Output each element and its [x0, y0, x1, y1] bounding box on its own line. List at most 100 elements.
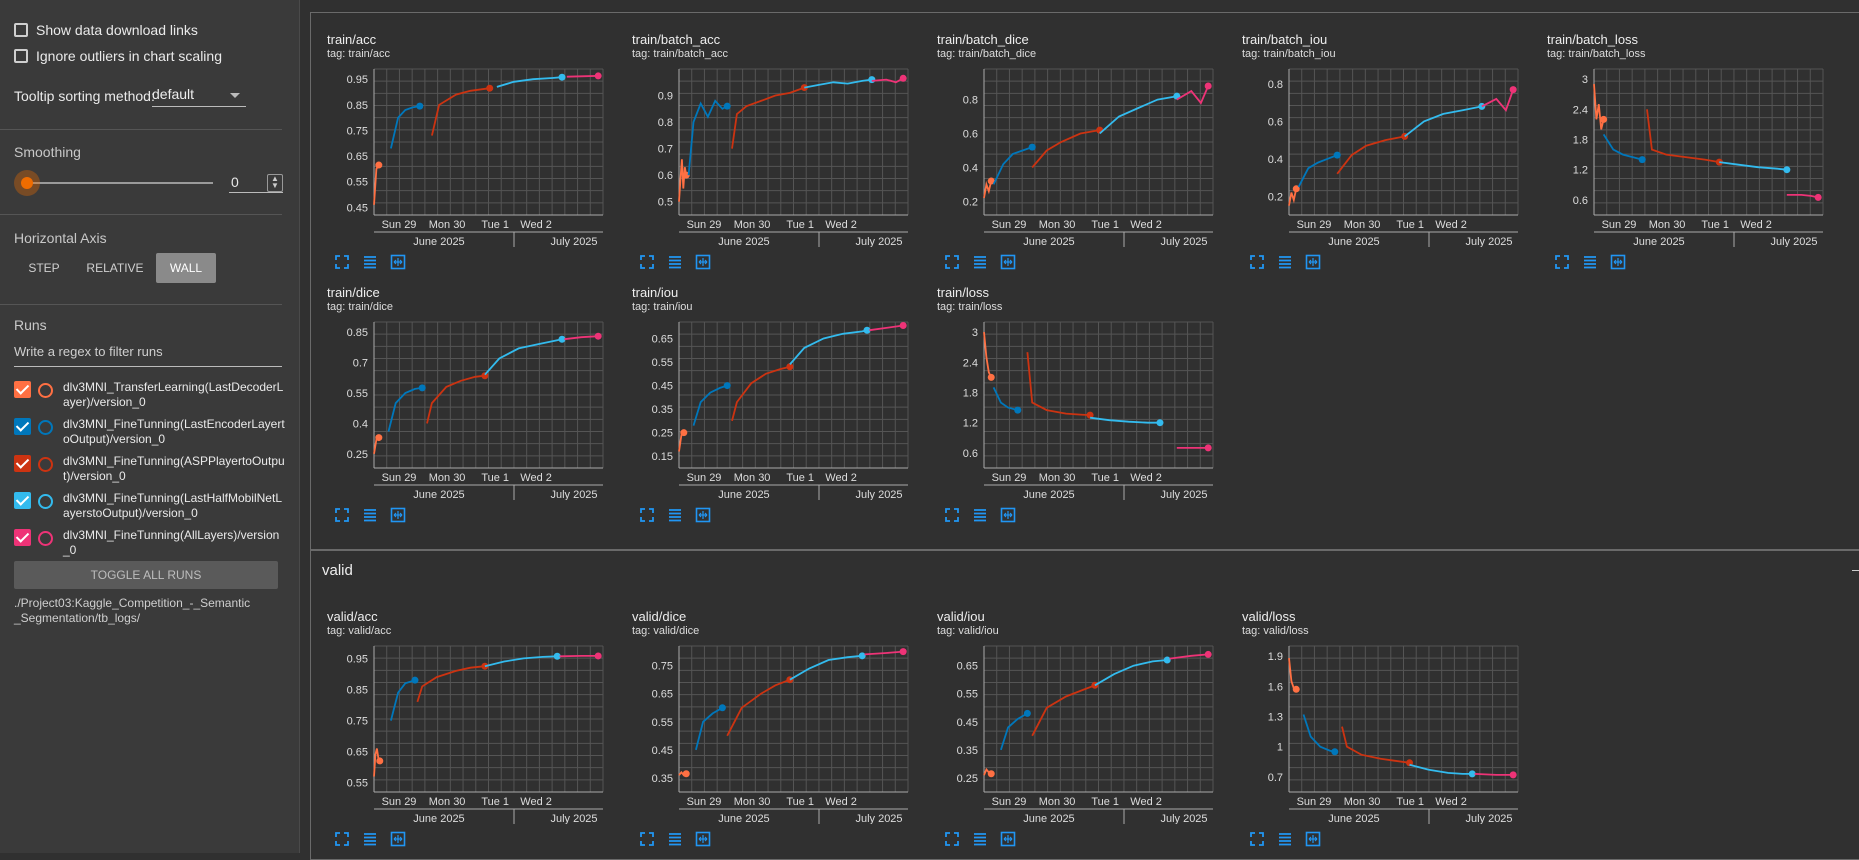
data-table-icon[interactable] — [667, 507, 683, 523]
smoothing-input[interactable]: 0 ▲▼ — [229, 172, 283, 193]
run-color-icon[interactable] — [38, 494, 53, 509]
y-tick-label: 2.4 — [963, 357, 978, 369]
show-download-links-option[interactable]: Show data download links — [14, 22, 198, 38]
fit-domain-icon[interactable] — [390, 831, 406, 847]
y-tick-label: 0.8 — [963, 95, 978, 107]
data-table-icon[interactable] — [972, 254, 988, 270]
y-tick-label: 1.8 — [1573, 134, 1588, 146]
toggle-all-runs-button[interactable]: TOGGLE ALL RUNS — [14, 561, 278, 589]
expand-icon[interactable] — [944, 507, 960, 523]
data-table-icon[interactable] — [1277, 254, 1293, 270]
run-checkbox[interactable] — [14, 492, 31, 509]
fit-domain-icon[interactable] — [1000, 254, 1016, 270]
expand-icon[interactable] — [1249, 254, 1265, 270]
run-item[interactable]: dlv3MNI_FineTunning(AllLayers)/version_0 — [14, 528, 285, 558]
stepper-icon[interactable]: ▲▼ — [267, 174, 283, 192]
fit-domain-icon[interactable] — [390, 507, 406, 523]
y-tick-label: 0.45 — [652, 381, 673, 393]
axis-relative-button[interactable]: RELATIVE — [80, 253, 150, 283]
run-color-icon[interactable] — [38, 531, 53, 546]
y-tick-label: 0.85 — [347, 100, 368, 112]
ignore-outliers-checkbox[interactable] — [14, 49, 28, 63]
x-tick-label: Mon 30 — [1649, 219, 1686, 231]
data-table-icon[interactable] — [667, 831, 683, 847]
smoothing-slider-thumb[interactable] — [21, 177, 33, 189]
expand-icon[interactable] — [1554, 254, 1570, 270]
expand-icon[interactable] — [639, 507, 655, 523]
run-checkbox[interactable] — [14, 455, 31, 472]
expand-icon[interactable] — [944, 254, 960, 270]
data-table-icon[interactable] — [362, 831, 378, 847]
expand-icon[interactable] — [334, 831, 350, 847]
fit-domain-icon[interactable] — [1610, 254, 1626, 270]
fit-domain-icon[interactable] — [695, 831, 711, 847]
data-table-icon[interactable] — [1277, 831, 1293, 847]
collapse-icon[interactable] — [1852, 570, 1859, 571]
smoothing-slider-track[interactable] — [28, 182, 213, 184]
run-color-icon[interactable] — [38, 420, 53, 435]
series-endpoint — [1205, 444, 1212, 451]
run-filter-input[interactable]: Write a regex to filter runs — [14, 344, 282, 367]
y-tick-label: 0.65 — [652, 689, 673, 701]
run-item[interactable]: dlv3MNI_FineTunning(LastEncoderLayertoOu… — [14, 417, 285, 447]
axis-step-button[interactable]: STEP — [14, 253, 74, 283]
expand-icon[interactable] — [334, 507, 350, 523]
run-color-icon[interactable] — [38, 457, 53, 472]
chart-actions — [944, 254, 1028, 270]
ignore-outliers-option[interactable]: Ignore outliers in chart scaling — [14, 48, 222, 64]
tooltip-sorting-select[interactable]: default — [152, 86, 246, 107]
data-table-icon[interactable] — [972, 507, 988, 523]
fit-domain-icon[interactable] — [695, 254, 711, 270]
fit-domain-icon[interactable] — [1305, 254, 1321, 270]
fit-domain-icon[interactable] — [695, 507, 711, 523]
data-table-icon[interactable] — [362, 507, 378, 523]
fit-domain-icon[interactable] — [1000, 831, 1016, 847]
x-month-label: June 2025 — [1328, 236, 1379, 247]
run-item[interactable]: dlv3MNI_FineTunning(LastHalfMobilNetLaye… — [14, 491, 285, 521]
fit-domain-icon[interactable] — [390, 254, 406, 270]
expand-icon[interactable] — [1249, 831, 1265, 847]
series-endpoint — [1205, 651, 1212, 658]
fit-domain-icon[interactable] — [1000, 507, 1016, 523]
run-item[interactable]: dlv3MNI_FineTunning(ASPPlayertoOutput)/v… — [14, 454, 285, 484]
expand-icon[interactable] — [639, 831, 655, 847]
show-download-checkbox[interactable] — [14, 23, 28, 37]
expand-icon[interactable] — [639, 254, 655, 270]
x-month-label: July 2025 — [855, 236, 902, 247]
axis-wall-button[interactable]: WALL — [156, 253, 216, 283]
chevron-down-icon — [230, 93, 240, 98]
y-tick-label: 0.15 — [652, 451, 673, 463]
series-line — [790, 330, 867, 364]
fit-domain-icon[interactable] — [1305, 831, 1321, 847]
x-month-label: June 2025 — [1023, 813, 1074, 824]
divider — [0, 129, 282, 130]
run-checkbox[interactable] — [14, 418, 31, 435]
data-table-icon[interactable] — [667, 254, 683, 270]
series-endpoint — [683, 770, 690, 777]
run-color-icon[interactable] — [38, 383, 53, 398]
data-table-icon[interactable] — [1582, 254, 1598, 270]
data-table-icon[interactable] — [362, 254, 378, 270]
valid-group-title[interactable]: valid — [322, 562, 353, 579]
expand-icon[interactable] — [334, 254, 350, 270]
run-item[interactable]: dlv3MNI_TransferLearning(LastDecoderLaye… — [14, 380, 285, 410]
y-tick-label: 0.6 — [1268, 116, 1283, 128]
series-endpoint — [411, 677, 418, 684]
x-tick-label: Mon 30 — [429, 219, 466, 231]
run-checkbox[interactable] — [14, 529, 31, 546]
expand-icon[interactable] — [944, 831, 960, 847]
run-checkbox[interactable] — [14, 381, 31, 398]
data-table-icon[interactable] — [972, 831, 988, 847]
